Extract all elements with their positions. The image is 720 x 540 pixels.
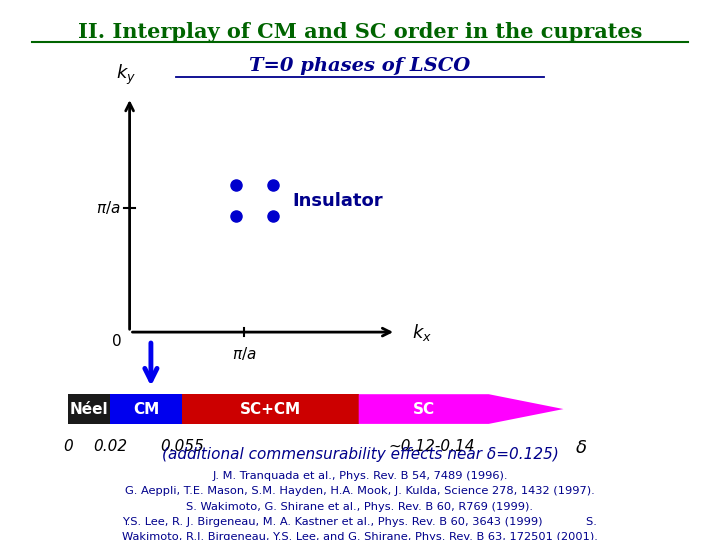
Text: SC: SC: [413, 402, 435, 416]
Text: $\pi/a$: $\pi/a$: [232, 345, 256, 362]
Text: $k_y$: $k_y$: [116, 63, 136, 87]
Text: (additional commensurability effects near δ=0.125): (additional commensurability effects nea…: [161, 447, 559, 462]
Bar: [182, 394, 359, 424]
Text: CM: CM: [133, 402, 159, 416]
Text: ~0.12-0.14: ~0.12-0.14: [388, 439, 474, 454]
Text: G. Aeppli, T.E. Mason, S.M. Hayden, H.A. Mook, J. Kulda, Science 278, 1432 (1997: G. Aeppli, T.E. Mason, S.M. Hayden, H.A.…: [125, 487, 595, 496]
Text: $k_x$: $k_x$: [412, 322, 432, 342]
Text: T=0 phases of LSCO: T=0 phases of LSCO: [249, 57, 471, 75]
Text: Insulator: Insulator: [292, 192, 383, 210]
Text: 0: 0: [63, 439, 73, 454]
Bar: [68, 394, 110, 424]
Text: Y.S. Lee, R. J. Birgeneau, M. A. Kastner et al., Phys. Rev. B 60, 3643 (1999)   : Y.S. Lee, R. J. Birgeneau, M. A. Kastner…: [122, 517, 598, 526]
Polygon shape: [359, 394, 564, 424]
Text: 0: 0: [112, 334, 122, 349]
Text: S. Wakimoto, G. Shirane et al., Phys. Rev. B 60, R769 (1999).: S. Wakimoto, G. Shirane et al., Phys. Re…: [186, 502, 534, 511]
Text: $\delta$: $\delta$: [575, 439, 588, 457]
Text: J. M. Tranquada et al., Phys. Rev. B 54, 7489 (1996).: J. M. Tranquada et al., Phys. Rev. B 54,…: [212, 471, 508, 481]
Text: Néel: Néel: [70, 402, 109, 416]
Bar: [110, 394, 182, 424]
Text: SC+CM: SC+CM: [240, 402, 301, 416]
Text: 0.02: 0.02: [93, 439, 127, 454]
Text: II. Interplay of CM and SC order in the cuprates: II. Interplay of CM and SC order in the …: [78, 22, 642, 42]
Text: Wakimoto, R.J. Birgeneau, Y.S. Lee, and G. Shirane, Phys. Rev. B 63, 172501 (200: Wakimoto, R.J. Birgeneau, Y.S. Lee, and …: [122, 532, 598, 540]
Text: 0.055: 0.055: [161, 439, 204, 454]
Text: $\pi/a$: $\pi/a$: [96, 199, 121, 216]
